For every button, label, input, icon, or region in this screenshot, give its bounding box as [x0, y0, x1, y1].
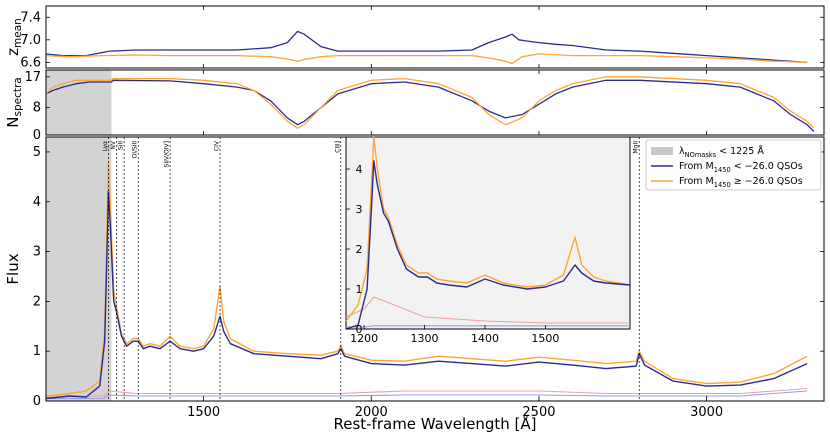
series-line-zmean-1: [45, 53, 808, 65]
series-line-flux-3: [45, 387, 808, 398]
series-line-flux-2: [46, 390, 808, 400]
x-tick-label: 3000: [690, 405, 723, 420]
flux-shaded-region: [46, 137, 112, 401]
y-tick-label: 2: [33, 294, 41, 309]
legend: λNOmasks < 1225 Å From M1450 < −26.0 QSOs…: [645, 139, 822, 191]
zmean-frame: [45, 5, 825, 69]
nspectra-panel: [45, 76, 815, 133]
line-marker-label: Lyα: [102, 141, 109, 151]
flux-xlabel: Rest-frame Wavelength [Å]: [333, 414, 536, 433]
y-tick-label: 5: [33, 145, 41, 160]
y-tick-label: 3: [33, 245, 41, 260]
line-marker-label: OI/SiII: [132, 141, 139, 159]
y-tick-label: 7.4: [20, 10, 41, 25]
series-line-zmean-0: [45, 30, 808, 64]
nspectra-ylabel: Nspectra: [4, 77, 24, 127]
y-tick-label: 0: [33, 128, 41, 143]
y-tick-label: 1: [33, 344, 41, 359]
line-marker-label: CIII]: [334, 141, 341, 153]
line-marker-label: SiII: [118, 141, 125, 150]
series-line-nspectra-1: [45, 76, 815, 129]
x-tick-label: 2500: [522, 405, 555, 420]
y-tick-label: 6.6: [20, 55, 41, 70]
legend-label: From M1450 < −26.0 QSOs: [679, 161, 803, 174]
inset-y-tick-label: 0: [356, 323, 363, 336]
series-line-flux-0: [45, 191, 808, 400]
inset-x-tick-label: 1500: [531, 332, 559, 345]
line-marker-label: MgII: [633, 141, 640, 154]
inset-x-tick-label: 1300: [411, 332, 439, 345]
line-marker-label: SiIV/OIV]: [164, 141, 171, 167]
legend-swatch: [651, 147, 673, 155]
inset-background: [345, 136, 631, 330]
inset-x-tick-label: 1400: [471, 332, 499, 345]
legend-label: λNOmasks < 1225 Å: [679, 145, 764, 159]
legend-box: [645, 139, 822, 191]
zmean-panel: [45, 30, 808, 65]
x-tick-label: 1500: [187, 405, 220, 420]
flux-ylabel: Flux: [4, 253, 22, 284]
y-tick-label: 0: [33, 394, 41, 409]
inset-y-tick-label: 3: [356, 203, 363, 216]
x-tick-label: 2000: [355, 405, 388, 420]
y-tick-label: 17: [24, 70, 41, 85]
inset-x-tick-label: 1200: [350, 332, 378, 345]
y-tick-label: 4: [33, 195, 41, 210]
nspectra-frame: [45, 69, 825, 136]
zmean-ylabel: zmean: [4, 18, 24, 56]
line-marker-label: CIV: [214, 140, 221, 151]
inset-y-tick-label: 2: [356, 243, 363, 256]
inset-y-tick-label: 1: [356, 283, 363, 296]
series-line-inset-1: [345, 136, 631, 322]
flux-panel: [45, 161, 808, 400]
line-marker-label: NV: [110, 140, 117, 149]
series-line-inset-2: [345, 296, 630, 324]
legend-label: From M1450 ≥ −26.0 QSOs: [679, 176, 803, 189]
inset-y-tick-label: 4: [356, 163, 363, 176]
y-tick-label: 7.0: [20, 33, 41, 48]
series-line-nspectra-0: [45, 79, 815, 133]
series-line-inset-0: [345, 160, 631, 330]
y-tick-label: 8: [33, 101, 41, 116]
